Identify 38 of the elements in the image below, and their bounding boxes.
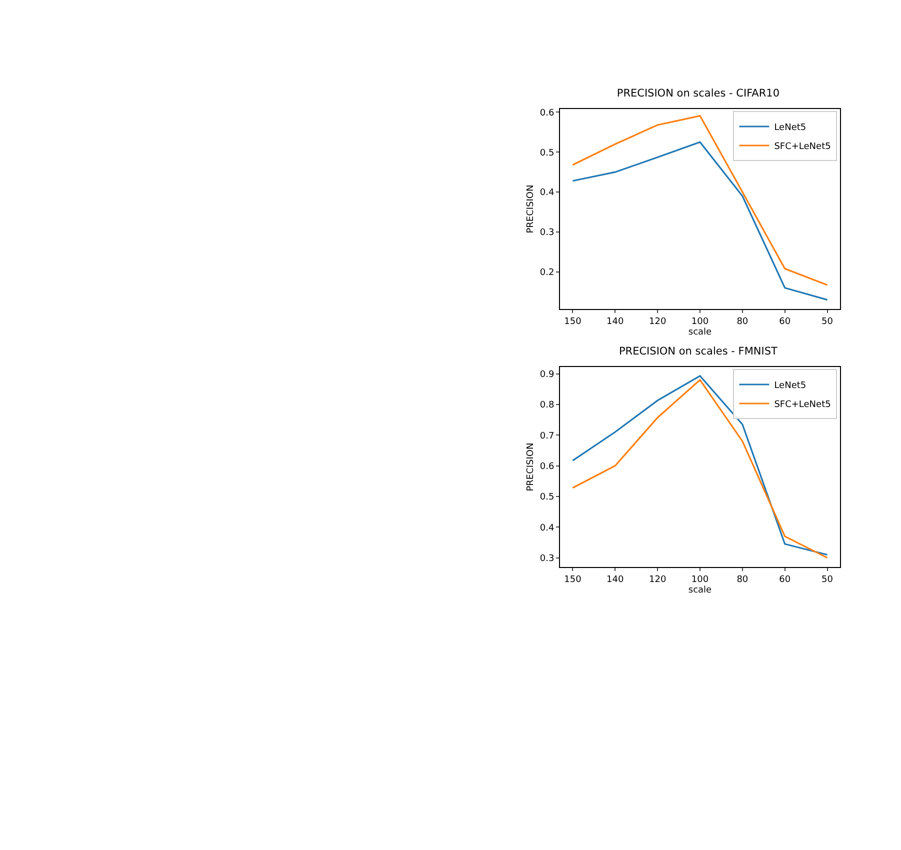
y-tick-label: 0.3 xyxy=(540,228,554,238)
y-tick-label: 0.9 xyxy=(540,370,554,380)
x-tick-label: 100 xyxy=(691,574,709,585)
x-tick-label: 60 xyxy=(779,574,791,585)
x-tick-label: 150 xyxy=(564,316,582,327)
y-tick-label: 0.4 xyxy=(540,188,554,198)
legend-label: SFC+LeNet5 xyxy=(774,400,831,410)
y-tick-label: 0.6 xyxy=(540,108,554,118)
y-tick-label: 0.5 xyxy=(540,492,554,503)
y-axis-title: PRECISION xyxy=(526,442,536,492)
x-tick-label: 50 xyxy=(822,316,834,327)
x-tick-label: 80 xyxy=(736,316,748,327)
x-axis-title: scale xyxy=(688,328,712,338)
legend-label: SFC+LeNet5 xyxy=(774,142,831,152)
x-tick-label: 140 xyxy=(606,574,624,585)
chart-title: PRECISION on scales - FMNIST xyxy=(618,345,778,358)
x-axis-title: scale xyxy=(688,586,712,596)
x-tick-label: 140 xyxy=(606,316,624,327)
y-tick-label: 0.3 xyxy=(540,554,554,564)
y-axis-title: PRECISION xyxy=(526,184,536,234)
y-tick-label: 0.2 xyxy=(540,268,554,278)
line-series xyxy=(572,141,828,301)
legend-label: LeNet5 xyxy=(774,123,806,134)
y-tick-label: 0.6 xyxy=(540,462,554,472)
y-tick-label: 0.8 xyxy=(540,400,554,411)
line-series xyxy=(572,114,828,286)
x-tick-label: 120 xyxy=(648,316,666,327)
x-tick-label: 100 xyxy=(691,316,709,327)
x-tick-label: 150 xyxy=(564,574,582,585)
legend-label: LeNet5 xyxy=(774,381,806,392)
x-tick-label: 80 xyxy=(736,574,748,585)
y-tick-label: 0.4 xyxy=(540,523,554,534)
x-tick-label: 50 xyxy=(822,574,834,585)
x-tick-label: 120 xyxy=(648,574,666,585)
y-tick-label: 0.7 xyxy=(540,431,554,442)
y-tick-label: 0.5 xyxy=(540,148,554,158)
chart-title: PRECISION on scales - CIFAR10 xyxy=(616,87,780,100)
x-tick-label: 60 xyxy=(779,316,791,327)
